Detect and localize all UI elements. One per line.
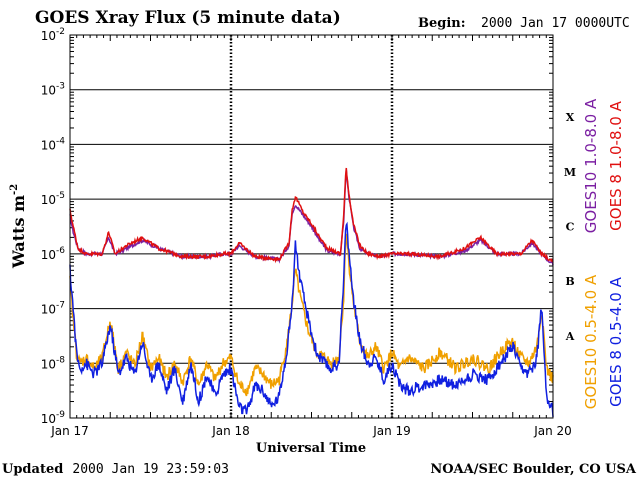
footer-updated: Updated 2000 Jan 19 23:59:03 <box>2 458 229 477</box>
flare-class-x: X <box>566 111 575 124</box>
x-tick-label-3: Jan 20 <box>533 424 572 438</box>
y-tick-label-5: 10-7 <box>41 301 65 317</box>
x-tick-label-1: Jan 18 <box>211 424 250 438</box>
y-tick-label-3: 10-5 <box>41 191 65 207</box>
y-tick-label-4: 10-6 <box>41 246 66 262</box>
series-line-3 <box>69 221 554 417</box>
chart-title: GOES Xray Flux (5 minute data) <box>35 8 341 28</box>
y-tick-label-6: 10-8 <box>41 355 66 371</box>
legend-label-0: GOES10 1.0-8.0 A <box>582 98 600 233</box>
x-tick-label-0: Jan 17 <box>50 424 89 438</box>
y-tick-labels: 10-2 10-3 10-4 10-5 10-6 10-7 10-8 10-9 <box>41 27 66 426</box>
footer-source: NOAA/SEC Boulder, CO USA <box>430 462 637 477</box>
svg-text:Watts m-2: Watts m-2 <box>9 184 28 269</box>
y-axis-label-exp: -2 <box>9 184 20 195</box>
legend-label-3: GOES 8 0.5-4.0 A <box>607 276 625 406</box>
legend-label-2: GOES10 0.5-4.0 A <box>582 274 600 409</box>
footer-updated-value: 2000 Jan 19 23:59:03 <box>72 462 229 477</box>
series-line-1 <box>69 167 554 264</box>
y-tick-label-7: 10-9 <box>41 410 66 426</box>
y-tick-label-1: 10-3 <box>41 82 65 98</box>
legend-label-1: GOES 8 1.0-8.0 A <box>607 100 625 230</box>
flare-class-labels: X M C B A <box>564 111 576 343</box>
y-tick-label-0: 10-2 <box>41 27 65 43</box>
y-axis-label: Watts m <box>9 195 28 269</box>
x-tick-labels: Jan 17 Jan 18 Jan 19 Jan 20 <box>50 424 572 438</box>
y-tick-label-2: 10-4 <box>41 136 66 152</box>
y-axis-title: Watts m-2 <box>9 184 28 269</box>
footer-updated-label: Updated <box>2 462 63 477</box>
x-tick-label-2: Jan 19 <box>372 424 411 438</box>
flare-class-c: C <box>566 221 575 234</box>
legend-entry-3: GOES 8 0.5-4.0 A <box>607 276 625 406</box>
legend-entry-2: GOES10 0.5-4.0 A <box>582 274 600 409</box>
begin-value: 2000 Jan 17 0000UTC <box>481 16 630 31</box>
plot-frame <box>69 34 554 419</box>
series-layer <box>69 167 554 417</box>
begin-label: Begin: <box>418 16 466 31</box>
legend: GOES10 1.0-8.0 A GOES 8 1.0-8.0 A GOES10 0… <box>582 98 625 409</box>
flare-class-m: M <box>564 166 576 179</box>
series-line-0 <box>69 170 554 266</box>
x-axis-title: Universal Time <box>256 441 366 456</box>
flare-class-b: B <box>565 275 574 288</box>
legend-entry-0: GOES10 1.0-8.0 A <box>582 98 600 233</box>
flare-class-a: A <box>565 330 575 343</box>
legend-entry-1: GOES 8 1.0-8.0 A <box>607 100 625 230</box>
